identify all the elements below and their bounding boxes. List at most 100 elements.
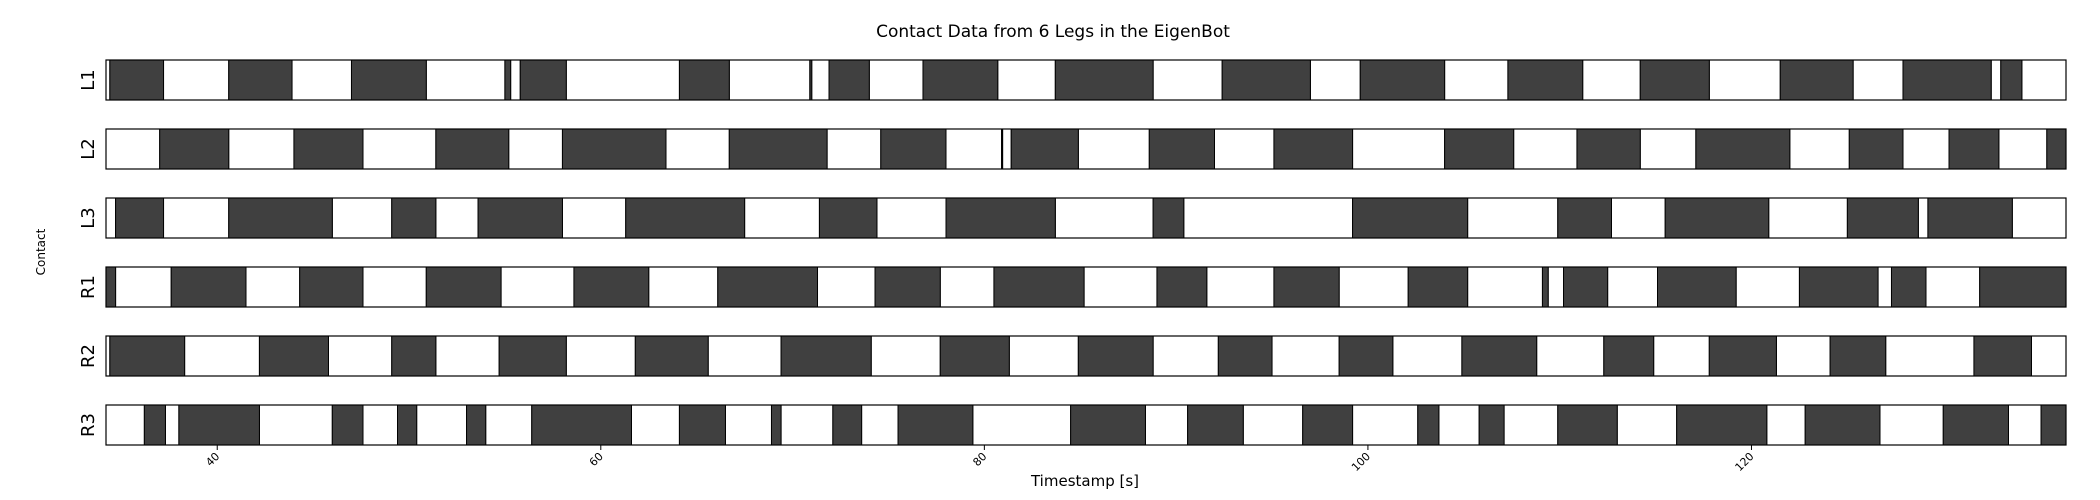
swing-bar [876,197,947,239]
swing-bar [1352,404,1419,446]
swing-bar [1183,197,1354,239]
contact-bar [293,128,364,170]
contact-bar [1829,335,1887,377]
swing-bar [485,404,533,446]
swing-bar [1242,404,1304,446]
row-frame [105,335,2067,377]
swing-bar [331,197,393,239]
contact-bar [391,197,437,239]
contact-bar [1695,128,1791,170]
x-tick-label: 60 [587,450,606,469]
swing-bar [1513,128,1578,170]
contact-bar [1407,266,1469,308]
contact-bar [1676,404,1768,446]
swing-bar [1735,266,1800,308]
contact-bar [477,197,563,239]
swing-bar [826,128,882,170]
swing-bar [1877,266,1892,308]
swing-bar [1002,128,1012,170]
contact-bar [993,266,1085,308]
swing-bar [1902,128,1950,170]
x-tick-label: 100 [1349,450,1373,474]
swing-bar [744,197,820,239]
swing-bar [1271,335,1340,377]
contact-bar [625,197,746,239]
contact-bar [1001,128,1004,170]
row-r3: R3 [78,404,2067,446]
swing-bar [245,266,301,308]
swing-bar [105,197,117,239]
contact-bar [115,197,165,239]
row-label: R1 [78,275,99,299]
contact-bar [109,335,186,377]
contact-bar [2040,404,2067,446]
contact-bar [717,266,819,308]
swing-bar [665,128,730,170]
swing-bar [1206,266,1275,308]
row-label: L2 [78,138,99,159]
contact-bar [2000,59,2023,101]
contact-bar [531,404,632,446]
swing-bar [1352,128,1446,170]
contact-bar [1979,266,2067,308]
contact-bar [1077,335,1154,377]
swing-bar [163,197,230,239]
swing-bar [510,59,521,101]
swing-bar [868,59,924,101]
swing-bar [1309,59,1361,101]
swing-bar [811,59,830,101]
contact-bar [1507,59,1584,101]
swing-bar [1775,335,1831,377]
swing-bar [565,335,636,377]
leg-rows: L1 L2 L3 R1 R2 R3 [78,59,2067,446]
contact-bar [1942,404,2009,446]
contact-bar [573,266,650,308]
swing-bar [1338,266,1409,308]
swing-bar [1152,335,1219,377]
swing-bar [1536,335,1605,377]
swing-bar [1789,128,1850,170]
contact-bar [519,59,567,101]
contact-bar [143,404,166,446]
row-frame [105,128,2067,170]
swing-bar [1653,335,1710,377]
row-frame [105,59,2067,101]
contact-bar [105,266,117,308]
swing-bar [508,128,563,170]
swing-bar [327,335,393,377]
swing-bar [291,59,352,101]
swing-bar [435,335,500,377]
row-l2: L2 [78,128,2067,170]
swing-bar [939,266,995,308]
swing-bar [2030,335,2067,377]
y-axis-label: Contact [34,228,48,275]
contact-bar [1563,266,1609,308]
swing-bar [997,59,1056,101]
contact-bar [922,59,999,101]
contact-bar [350,59,427,101]
swing-bar [1547,266,1565,308]
contact-bar [1478,404,1505,446]
contact-bar [1187,404,1244,446]
swing-bar [1879,404,1944,446]
contact-bar [880,128,947,170]
contact-bar [1557,197,1612,239]
swing-bar [425,59,506,101]
swing-bar [1392,335,1463,377]
swing-bar [362,404,399,446]
contact-bar [1417,404,1440,446]
swing-bar [945,128,1003,170]
contact-bar [498,335,567,377]
swing-bar [2011,197,2067,239]
x-tick-label: 120 [1733,450,1757,474]
swing-bar [1616,404,1678,446]
swing-bar [630,404,680,446]
contact-bar [1359,59,1446,101]
swing-bar [115,266,172,308]
swing-bar [1083,266,1158,308]
swing-bar [1766,404,1806,446]
swing-bar [1467,266,1543,308]
contact-bar [1948,128,2000,170]
swing-bar [1708,59,1781,101]
